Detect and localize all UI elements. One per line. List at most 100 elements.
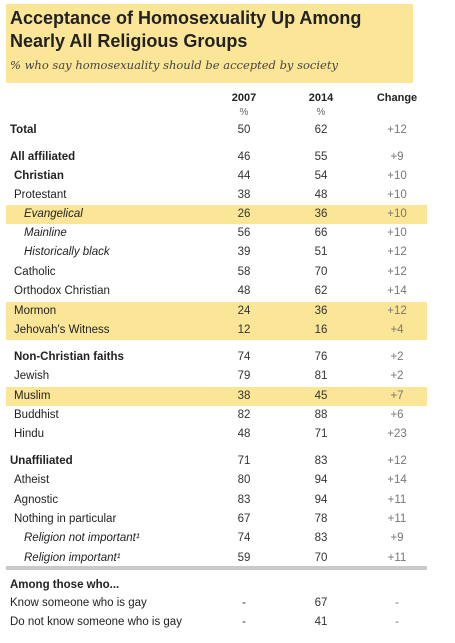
row-label: Nothing in particular bbox=[14, 513, 117, 525]
row-label: Catholic bbox=[14, 266, 56, 278]
value-change: +10 bbox=[387, 189, 407, 201]
table-row: Agnostic 83 94 +11 bbox=[6, 491, 427, 510]
value-change: +11 bbox=[387, 513, 407, 525]
value-2014: 55 bbox=[314, 151, 328, 163]
value-2014: 94 bbox=[314, 474, 328, 486]
row-label: Total bbox=[10, 124, 37, 136]
row-label: Orthodox Christian bbox=[14, 285, 110, 297]
column-header-change: Change bbox=[376, 92, 418, 104]
value-change: +10 bbox=[387, 227, 407, 239]
row-label: Protestant bbox=[14, 189, 67, 201]
value-change: +23 bbox=[387, 428, 407, 440]
row-label: Hindu bbox=[14, 428, 45, 440]
value-2007: 24 bbox=[237, 305, 251, 317]
table-row: Mormon 24 36 +12 bbox=[6, 302, 427, 321]
column-header-2007: 2007 bbox=[231, 92, 257, 104]
column-header-2014: 2014 bbox=[308, 92, 334, 104]
value-2014: 45 bbox=[314, 390, 328, 402]
value-2007: 79 bbox=[237, 370, 251, 382]
section-separator bbox=[6, 566, 427, 570]
column-unit-2014: % bbox=[316, 107, 326, 118]
value-2007: 56 bbox=[237, 227, 251, 239]
row-label: Know someone who is gay bbox=[10, 597, 147, 609]
value-2014: 54 bbox=[314, 170, 328, 182]
value-2014: 62 bbox=[314, 124, 328, 136]
value-2007: 46 bbox=[237, 151, 251, 163]
table-row: All affiliated 46 55 +9 bbox=[6, 148, 427, 167]
value-2007: 71 bbox=[237, 455, 251, 467]
row-label: Non-Christian faiths bbox=[14, 351, 124, 363]
value-2014: 71 bbox=[314, 428, 328, 440]
column-unit-2007: % bbox=[239, 107, 249, 118]
value-change: +9 bbox=[390, 151, 404, 163]
table-row: Hindu 48 71 +23 bbox=[6, 425, 427, 444]
row-label: Jewish bbox=[14, 370, 50, 382]
table-row: Christian 44 54 +10 bbox=[6, 167, 427, 186]
page-subtitle: % who say homosexuality should be accept… bbox=[10, 58, 338, 72]
table-row: Jehovah's Witness 12 16 +4 bbox=[6, 321, 427, 340]
table-row: Religion important¹ 59 70 +11 bbox=[6, 549, 427, 568]
value-2014: 78 bbox=[314, 513, 328, 525]
row-label: Evangelical bbox=[24, 208, 83, 220]
value-change: +12 bbox=[387, 305, 407, 317]
value-2007: 74 bbox=[237, 351, 251, 363]
value-2007: 12 bbox=[237, 324, 251, 336]
value-change: +10 bbox=[387, 170, 407, 182]
value-2007: 67 bbox=[237, 513, 251, 525]
row-label: Historically black bbox=[24, 246, 110, 258]
table-row: Total 50 62 +12 bbox=[6, 121, 427, 140]
value-2007: 74 bbox=[237, 532, 251, 544]
value-2007: 38 bbox=[237, 189, 251, 201]
value-2014: 83 bbox=[314, 455, 328, 467]
table-row: Evangelical 26 36 +10 bbox=[6, 205, 427, 224]
table-row: Mainline 56 66 +10 bbox=[6, 224, 427, 243]
table-row: Muslim 38 45 +7 bbox=[6, 387, 427, 406]
value-change: +12 bbox=[387, 124, 407, 136]
value-2014: 36 bbox=[314, 305, 328, 317]
row-label: Do not know someone who is gay bbox=[10, 616, 182, 628]
row-label: All affiliated bbox=[10, 151, 76, 163]
value-2014: 66 bbox=[314, 227, 328, 239]
value-2014: 83 bbox=[314, 532, 328, 544]
value-2007: 48 bbox=[237, 428, 251, 440]
value-2007: 83 bbox=[237, 494, 251, 506]
table-row: Do not know someone who is gay - 41 - bbox=[6, 613, 427, 632]
value-2007: 58 bbox=[237, 266, 251, 278]
value-2007: - bbox=[242, 616, 246, 628]
value-2014: 41 bbox=[314, 616, 328, 628]
table-row: Atheist 80 94 +14 bbox=[6, 471, 427, 490]
value-2014: 94 bbox=[314, 494, 328, 506]
value-2014: 81 bbox=[314, 370, 328, 382]
value-change: +4 bbox=[390, 324, 404, 336]
value-change: +12 bbox=[387, 246, 407, 258]
table-row: Know someone who is gay - 67 - bbox=[6, 594, 427, 613]
table-row: Protestant 38 48 +10 bbox=[6, 186, 427, 205]
table-row: Among those who... bbox=[6, 576, 427, 595]
value-2014: 88 bbox=[314, 409, 328, 421]
row-label: Among those who... bbox=[10, 579, 120, 591]
value-change: +10 bbox=[387, 208, 407, 220]
row-label: Muslim bbox=[14, 390, 51, 402]
value-2014: 70 bbox=[314, 552, 328, 564]
table-row: Historically black 39 51 +12 bbox=[6, 243, 427, 262]
value-2014: 62 bbox=[314, 285, 328, 297]
value-2007: 50 bbox=[237, 124, 251, 136]
value-2014: 51 bbox=[314, 246, 328, 258]
table-row: Jewish 79 81 +2 bbox=[6, 367, 427, 386]
value-change: +12 bbox=[387, 455, 407, 467]
row-label: Agnostic bbox=[14, 494, 59, 506]
title-block: Acceptance of Homosexuality Up Among Nea… bbox=[6, 4, 413, 83]
value-2007: - bbox=[242, 597, 246, 609]
value-change: +11 bbox=[387, 494, 407, 506]
row-label: Buddhist bbox=[14, 409, 59, 421]
row-label: Religion important¹ bbox=[24, 552, 121, 564]
value-change: +9 bbox=[390, 532, 404, 544]
value-change: +2 bbox=[390, 351, 404, 363]
value-change: +14 bbox=[387, 474, 407, 486]
table-row: Buddhist 82 88 +6 bbox=[6, 406, 427, 425]
value-change: +6 bbox=[390, 409, 404, 421]
value-change: +2 bbox=[390, 370, 404, 382]
table-row: Nothing in particular 67 78 +11 bbox=[6, 510, 427, 529]
value-2007: 80 bbox=[237, 474, 251, 486]
value-2007: 26 bbox=[237, 208, 251, 220]
